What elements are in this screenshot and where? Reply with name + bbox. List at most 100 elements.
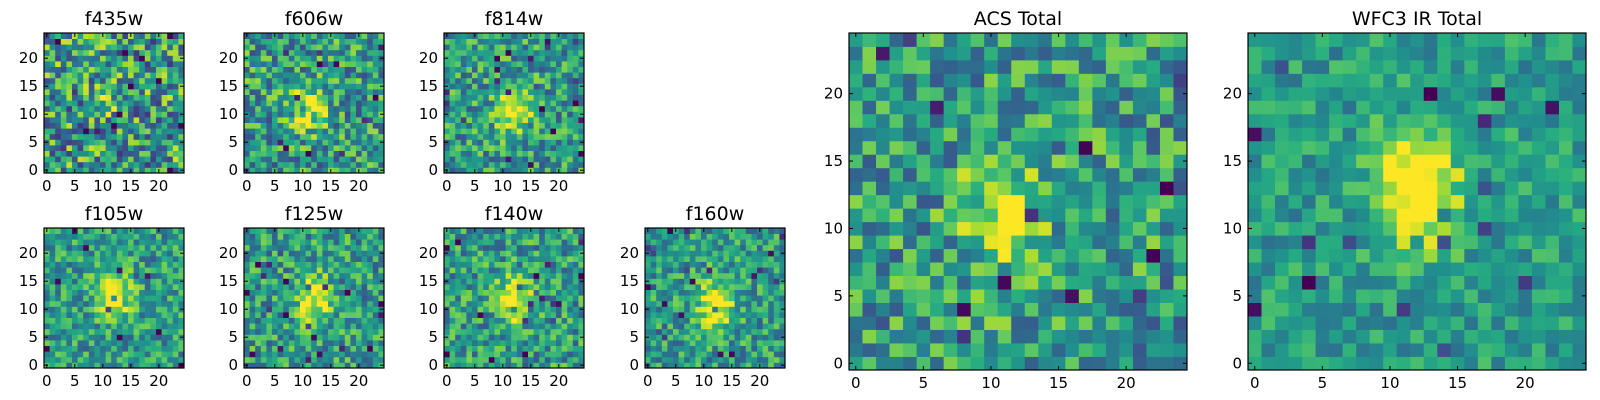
- heatmap-cell: [244, 239, 250, 246]
- heatmap-cell: [156, 272, 162, 279]
- heatmap-cell: [544, 94, 551, 101]
- heatmap-cell: [578, 150, 585, 157]
- heatmap-cell: [689, 323, 696, 330]
- heatmap-cell: [779, 267, 786, 274]
- heatmap-cell: [172, 150, 179, 157]
- heatmap-cell: [472, 77, 478, 84]
- heatmap-cell: [656, 289, 663, 296]
- heatmap-cell: [60, 167, 67, 174]
- heatmap-cell: [350, 156, 357, 163]
- heatmap-cell: [930, 329, 945, 344]
- heatmap-cell: [266, 323, 273, 330]
- heatmap-cell: [544, 351, 551, 358]
- heatmap-cell: [128, 161, 134, 168]
- heatmap-cell: [740, 228, 747, 234]
- heatmap-cell: [294, 261, 301, 268]
- heatmap-cell: [455, 145, 462, 151]
- heatmap-cell: [178, 133, 185, 140]
- heatmap-cell: [745, 228, 752, 234]
- heatmap-cell: [494, 100, 501, 107]
- heatmap-cell: [88, 351, 95, 358]
- heatmap-cell: [350, 61, 357, 67]
- heatmap-cell: [729, 323, 735, 330]
- heatmap-cell: [1159, 181, 1174, 196]
- heatmap-cell: [561, 239, 568, 246]
- heatmap-cell: [757, 261, 763, 268]
- heatmap-cell: [128, 250, 134, 257]
- heatmap-cell: [768, 362, 775, 369]
- heatmap-cell: [350, 133, 357, 140]
- heatmap-cell: [740, 306, 747, 313]
- heatmap-cell: [740, 362, 747, 369]
- heatmap-cell: [94, 340, 101, 346]
- heatmap-cell: [367, 38, 374, 45]
- heatmap-cell: [288, 334, 295, 341]
- heatmap-cell: [244, 356, 250, 363]
- heatmap-cell: [505, 55, 512, 62]
- heatmap-cell: [372, 356, 379, 363]
- heatmap-cell: [133, 77, 140, 84]
- heatmap-cell: [133, 38, 140, 45]
- heatmap-cell: [156, 161, 162, 168]
- heatmap-cell: [745, 306, 752, 313]
- heatmap-cell: [77, 117, 84, 123]
- heatmap-cell: [167, 128, 174, 135]
- heatmap-cell: [344, 295, 351, 302]
- heatmap-cell: [266, 100, 273, 107]
- heatmap-cell: [167, 33, 174, 39]
- heatmap-cell: [100, 49, 106, 56]
- heatmap-cell: [494, 328, 501, 335]
- heatmap-cell: [77, 72, 84, 79]
- heatmap-cell: [94, 239, 101, 246]
- heatmap-cell: [60, 145, 67, 151]
- heatmap-cell: [255, 122, 262, 129]
- y-tick-label: 20: [419, 244, 438, 262]
- heatmap-cell: [712, 300, 719, 307]
- heatmap-cell: [144, 55, 151, 62]
- heatmap-cell: [255, 356, 262, 363]
- heatmap-cell: [122, 128, 129, 135]
- heatmap-cell: [94, 228, 101, 234]
- heatmap-cell: [745, 345, 752, 352]
- heatmap-cell: [294, 105, 301, 112]
- heatmap-cell: [316, 334, 323, 341]
- heatmap-cell: [311, 362, 318, 369]
- heatmap-cell: [249, 289, 256, 296]
- heatmap-cell: [305, 38, 312, 45]
- heatmap-cell: [561, 362, 568, 369]
- heatmap-cell: [72, 233, 78, 240]
- heatmap-cell: [645, 239, 651, 246]
- heatmap-cell: [361, 77, 368, 84]
- heatmap-cell: [316, 94, 323, 101]
- heatmap-cell: [356, 340, 362, 346]
- heatmap-cell: [539, 267, 546, 274]
- heatmap-cell: [94, 300, 101, 307]
- heatmap-cell: [283, 133, 290, 140]
- heatmap-cell: [88, 284, 95, 290]
- heatmap-cell: [305, 328, 312, 335]
- heatmap-cell: [472, 261, 478, 268]
- heatmap-cell: [88, 250, 95, 257]
- heatmap-cell: [695, 356, 702, 363]
- heatmap-cell: [367, 49, 374, 56]
- heatmap-cell: [505, 156, 512, 163]
- heatmap-cell: [712, 239, 719, 246]
- heatmap-cell: [260, 139, 267, 146]
- heatmap-cell: [661, 261, 668, 268]
- heatmap-cell: [1051, 356, 1066, 371]
- heatmap-cell: [712, 272, 719, 279]
- heatmap-cell: [372, 239, 379, 246]
- heatmap-cell: [578, 233, 585, 240]
- heatmap-cell: [477, 167, 484, 174]
- heatmap-cell: [695, 272, 702, 279]
- heatmap-cell: [339, 267, 346, 274]
- heatmap-cell: [356, 89, 362, 95]
- heatmap-cell: [266, 133, 273, 140]
- heatmap-cell: [344, 306, 351, 313]
- heatmap-cell: [528, 278, 534, 285]
- heatmap-cell: [77, 340, 84, 346]
- heatmap-cell: [150, 312, 157, 318]
- heatmap-cell: [266, 306, 273, 313]
- heatmap-cell: [472, 83, 478, 90]
- heatmap-cell: [44, 340, 50, 346]
